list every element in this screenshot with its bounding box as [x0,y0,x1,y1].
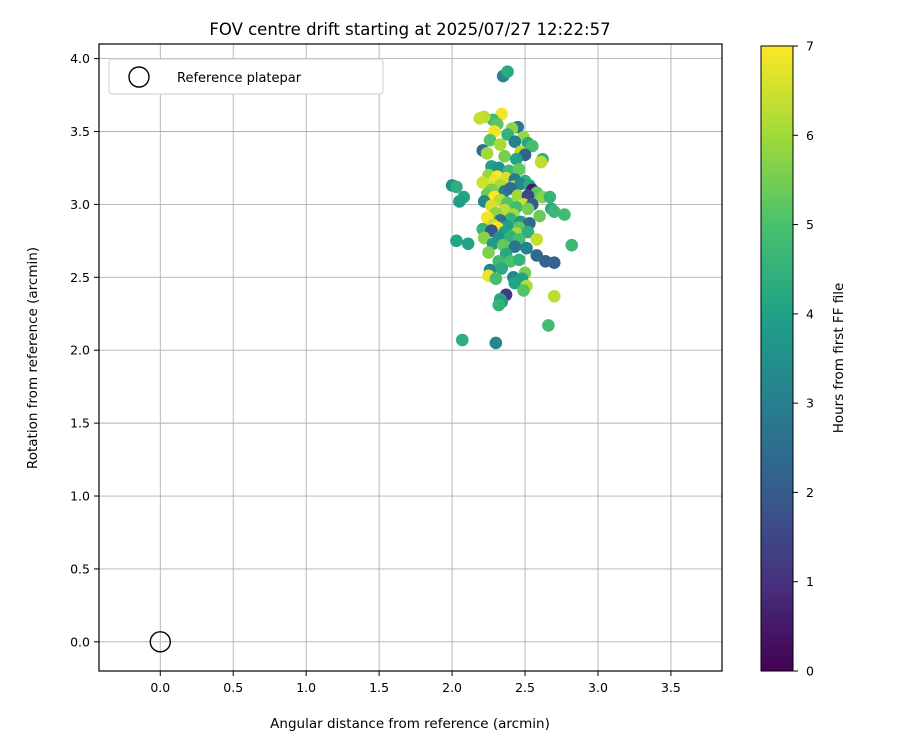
reference-point-marker [149,631,171,653]
data-point [473,112,487,125]
colorbar-tick-label: 2 [806,485,814,500]
colorbar-tick-label: 4 [806,306,814,321]
data-point [489,336,503,350]
data-point [521,202,535,216]
colorbar-ticks: 0 1 2 3 4 5 6 7 [793,39,814,679]
data-point [565,238,579,252]
y-tick-label: 0.0 [70,634,90,649]
data-point [543,190,557,204]
data-point [547,205,561,218]
data-point [483,133,497,147]
data-point [501,65,514,79]
x-tick-label: 2.0 [442,680,462,695]
data-point [547,289,561,303]
x-tick-label: 3.0 [588,680,608,695]
legend-box [108,58,384,95]
colorbar-tick-label: 7 [806,39,814,54]
data-point [480,147,494,160]
data-point [482,246,495,259]
colorbar-tick-label: 1 [806,574,814,589]
data-point [521,225,535,239]
data-point [493,138,507,151]
y-tick-label: 2.0 [70,343,90,358]
colorbar-tick-label: 6 [806,128,814,143]
data-point [520,241,533,255]
data-point [455,333,469,347]
data-point [495,262,508,275]
colorbar-tick-label: 5 [806,217,814,232]
y-tick-label: 3.0 [70,197,90,212]
colorbar-gradient [760,45,794,672]
data-point [450,180,463,194]
data-point [498,149,511,163]
data-point [492,298,506,312]
legend: Reference platepar [108,58,384,95]
x-tick-label: 1.0 [296,680,316,695]
x-axis-ticks: 0.0 0.5 1.0 1.5 2.0 2.5 3.0 3.5 [150,671,681,695]
x-tick-label: 2.5 [515,680,535,695]
legend-marker-icon [128,66,150,88]
data-points [445,65,579,350]
data-point [489,272,503,286]
chart-title: FOV centre drift starting at 2025/07/27 … [209,20,610,39]
y-axis-ticks: 0.0 0.5 1.0 1.5 2.0 2.5 3.0 3.5 4.0 [70,51,99,649]
data-point [547,256,561,270]
data-point [512,163,526,176]
data-point [534,155,548,169]
data-point [508,135,522,148]
colorbar-tick-label: 0 [806,664,814,679]
x-axis-label: Angular distance from reference (arcmin) [270,716,550,732]
y-tick-label: 4.0 [70,51,90,66]
y-tick-label: 1.5 [70,416,90,431]
x-tick-label: 0.0 [150,680,170,695]
grid-lines [99,44,722,671]
data-point [512,253,526,267]
y-axis-label: Rotation from reference (arcmin) [25,247,41,469]
data-point [542,319,555,332]
data-point [509,152,523,166]
x-tick-label: 3.5 [661,680,681,695]
data-point [461,237,475,251]
x-tick-label: 1.5 [369,680,389,695]
y-tick-label: 0.5 [70,561,90,576]
data-point [533,209,546,223]
data-point [476,176,490,189]
data-point [450,234,463,248]
y-tick-label: 1.0 [70,489,90,504]
data-point [508,276,522,290]
plot-frame [98,43,723,672]
y-tick-label: 2.5 [70,270,90,285]
data-point [453,195,466,208]
x-tick-label: 0.5 [223,680,243,695]
data-point [558,208,571,221]
y-tick-label: 3.5 [70,124,90,139]
data-point [508,240,522,253]
colorbar-label: Hours from first FF file [831,283,847,434]
colorbar-tick-label: 3 [806,396,814,411]
data-point [526,139,539,153]
legend-label: Reference platepar [177,71,302,86]
data-point [530,233,544,246]
data-point [517,284,530,297]
colorbar: 0 1 2 3 4 5 6 7 Hours from first FF file [760,39,847,679]
